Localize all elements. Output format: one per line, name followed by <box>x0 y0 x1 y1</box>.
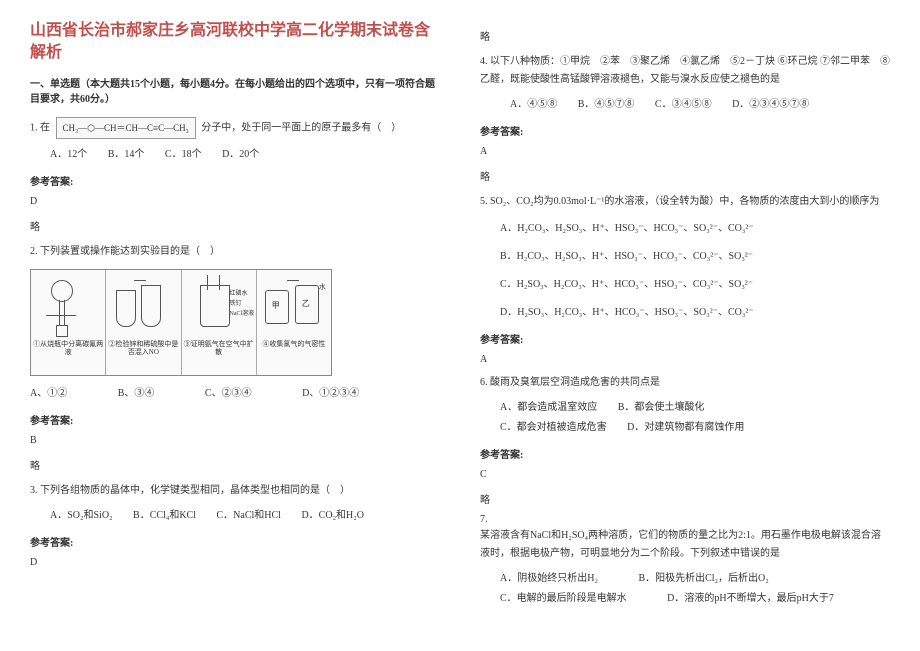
answer-label: 参考答案: <box>480 446 890 461</box>
right-column: 略 4. 以下八种物质：①甲烷 ②苯 ③聚乙烯 ④氯乙烯 ⑤2－丁炔 ⑥环己烷 … <box>480 20 890 609</box>
question-2: 2. 下列装置或操作能达到实验目的是（ ） <box>30 243 440 261</box>
caption-1: ①从烧瓶中分离碳氟两液 <box>31 340 105 357</box>
answer-label: 参考答案: <box>30 534 440 549</box>
apparatus-diagram: ①从烧瓶中分离碳氟两液 ②检验锌和稀硫酸中是否混入NO 红磷水 铁钉 NaCl溶… <box>30 269 332 376</box>
q3-opt-c: C．NaCl和HCl <box>217 510 281 521</box>
diagram-cell-1: ①从烧瓶中分离碳氟两液 <box>31 270 106 375</box>
diagram-cell-2: ②检验锌和稀硫酸中是否混入NO <box>106 270 181 375</box>
q1-opt-d: D．20个 <box>222 149 259 160</box>
answer-label: 参考答案: <box>480 331 890 346</box>
q7-opt-b: B．阳极先析出Cl₂，后析出O₂ <box>638 573 768 584</box>
q1-opt-a: A．12个 <box>50 149 87 160</box>
q1-stem-a: 1. 在 <box>30 122 50 133</box>
q5-opt-a: A．H₂CO₃、H₂SO₃、H⁺、HSO₃⁻、HCO₃⁻、SO₃²⁻、CO₃²⁻ <box>500 219 890 239</box>
q6-options: A．都会造成温室效应 B．都会使土壤酸化 C．都会对植被造成危害 D．对建筑物都… <box>500 398 890 438</box>
q5-opt-d: D．H₂SO₃、H₂CO₃、H⁺、HCO₃⁻、HSO₃⁻、SO₃²⁻、CO₃²⁻ <box>500 303 890 323</box>
q2-opt-c: C、②③④ <box>205 388 252 399</box>
q1-answer: D <box>30 194 440 210</box>
q2-options: A、①② B、③④ C、②③④ D、①②③④ <box>30 384 440 404</box>
q1-opt-c: C．18个 <box>165 149 202 160</box>
q7-opt-d: D．溶液的pH不断增大，最后pH大于7 <box>667 593 834 604</box>
q1-options: A．12个 B．14个 C．18个 D．20个 <box>50 145 440 165</box>
diagram-row: ①从烧瓶中分离碳氟两液 ②检验锌和稀硫酸中是否混入NO 红磷水 铁钉 NaCl溶… <box>31 270 331 375</box>
left-column: 山西省长治市郝家庄乡高河联校中学高二化学期末试卷含解析 一、单选题（本大题共15… <box>30 20 440 609</box>
q2-opt-d: D、①②③④ <box>302 388 359 399</box>
q4-opt-a: A．④⑤⑧ <box>510 99 557 110</box>
answer-label: 参考答案: <box>480 123 890 138</box>
q7-opt-c: C．电解的最后阶段是电解水 <box>500 593 627 604</box>
brief-note: 略 <box>30 218 440 233</box>
label-4a: 甲 <box>272 300 280 311</box>
q2-answer: B <box>30 433 440 449</box>
brief-note: 略 <box>480 491 890 506</box>
q6-opt-d: D．对建筑物都有腐蚀作用 <box>627 422 744 433</box>
label-3a: 红磷水 <box>230 288 248 297</box>
question-1: 1. 在 CH₃—⬡—CH＝CH—C≡C—CH₃ 分子中，处于同一平面上的原子最… <box>30 117 440 139</box>
brief-note: 略 <box>30 457 440 472</box>
q4-opt-b: B．④⑤⑦⑧ <box>578 99 635 110</box>
label-3c: NaCl溶液 <box>230 308 255 317</box>
q6-opt-c: C．都会对植被造成危害 <box>500 422 607 433</box>
label-4c: 水 <box>319 282 326 292</box>
q3-opt-d: D．CO₂和H₂O <box>301 510 364 521</box>
q5-opt-c: C．H₂SO₃、H₂CO₃、H⁺、HCO₃⁻、HSO₃⁻、CO₃²⁻、SO₃²⁻ <box>500 275 890 295</box>
q2-opt-b: B、③④ <box>118 388 155 399</box>
caption-2: ②检验锌和稀硫酸中是否混入NO <box>106 340 180 357</box>
q1-opt-b: B．14个 <box>108 149 145 160</box>
question-5: 5. SO₂、CO₂均为0.03mol·L⁻¹的水溶液，（设全转为酸）中，各物质… <box>480 193 890 211</box>
brief-note: 略 <box>480 28 890 43</box>
question-6: 6. 酸雨及臭氧层空洞造成危害的共同点是 <box>480 374 890 392</box>
q3-options: A．SO₂和SiO₂ B．CCl₄和KCl C．NaCl和HCl D．CO₂和H… <box>50 506 440 526</box>
caption-4: ④收集氯气的气密性 <box>257 340 331 350</box>
question-7-num: 7. <box>480 514 890 525</box>
answer-label: 参考答案: <box>30 173 440 188</box>
q7-options: A．阴极始终只析出H₂ B．阳极先析出Cl₂，后析出O₂ C．电解的最后阶段是电… <box>500 569 890 609</box>
brief-note: 略 <box>480 168 890 183</box>
q4-opt-d: D．②③④⑤⑦⑧ <box>732 99 809 110</box>
section-heading: 一、单选题（本大题共15个小题，每小题4分。在每小题给出的四个选项中，只有一项符… <box>30 77 440 107</box>
caption-3: ③证明氨气在空气中扩散 <box>182 340 256 357</box>
q1-stem-b: 分子中，处于同一平面上的原子最多有（ ） <box>201 122 401 133</box>
q5-options: A．H₂CO₃、H₂SO₃、H⁺、HSO₃⁻、HCO₃⁻、SO₃²⁻、CO₃²⁻… <box>500 219 890 323</box>
answer-label: 参考答案: <box>30 412 440 427</box>
q2-opt-a: A、①② <box>30 388 67 399</box>
q6-opt-b: B．都会使土壤酸化 <box>618 402 705 413</box>
q4-answer: A <box>480 144 890 160</box>
q6-opt-a: A．都会造成温室效应 <box>500 402 597 413</box>
question-3: 3. 下列各组物质的晶体中，化学键类型相同，晶体类型也相同的是（ ） <box>30 482 440 500</box>
q3-opt-b: B．CCl₄和KCl <box>133 510 196 521</box>
q3-answer: D <box>30 555 440 571</box>
q4-options: A．④⑤⑧ B．④⑤⑦⑧ C．③④⑤⑧ D．②③④⑤⑦⑧ <box>510 95 890 115</box>
q5-answer: A <box>480 352 890 368</box>
q5-opt-b: B．H₂CO₃、H₂SO₃、H⁺、HSO₃⁻、HCO₃⁻、CO₃²⁻、SO₃²⁻ <box>500 247 890 267</box>
diagram-cell-3: 红磷水 铁钉 NaCl溶液 ③证明氨气在空气中扩散 <box>182 270 257 375</box>
q6-answer: C <box>480 467 890 483</box>
q3-opt-a: A．SO₂和SiO₂ <box>50 510 113 521</box>
question-7: 某溶液含有NaCl和H₂SO₄两种溶质，它们的物质的量之比为2:1。用石墨作电极… <box>480 527 890 563</box>
label-3b: 铁钉 <box>230 298 242 307</box>
q4-opt-c: C．③④⑤⑧ <box>655 99 712 110</box>
q7-opt-a: A．阴极始终只析出H₂ <box>500 573 598 584</box>
q1-formula: CH₃—⬡—CH＝CH—C≡C—CH₃ <box>56 117 196 139</box>
diagram-cell-4: 甲 乙 水 ④收集氯气的气密性 <box>257 270 331 375</box>
exam-title: 山西省长治市郝家庄乡高河联校中学高二化学期末试卷含解析 <box>30 20 440 65</box>
question-4: 4. 以下八种物质：①甲烷 ②苯 ③聚乙烯 ④氯乙烯 ⑤2－丁炔 ⑥环己烷 ⑦邻… <box>480 53 890 89</box>
label-4b: 乙 <box>302 298 310 309</box>
